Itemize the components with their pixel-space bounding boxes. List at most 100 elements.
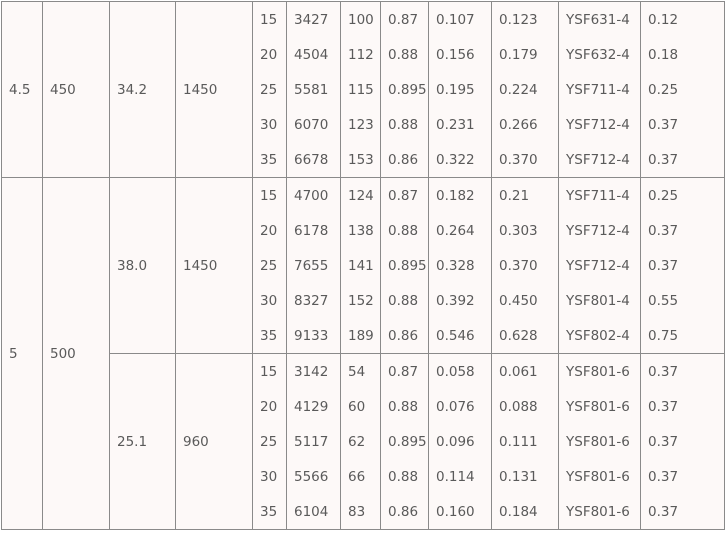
angle-cell: 35 [252,494,287,530]
efficiency-cell: 0.895 [380,72,429,107]
motor-power-cell: 0.266 [491,107,559,142]
rated-power-cell: 0.37 [640,389,725,424]
pressure-cell: 153 [340,142,381,178]
motor-model-cell: YSF712-4 [558,107,641,142]
efficiency-cell: 0.895 [380,248,429,283]
angle-cell: 25 [252,248,287,283]
motor-power-cell: 0.111 [491,424,559,459]
angle-cell: 15 [252,1,287,37]
motor-power-cell: 0.061 [491,353,559,389]
rated-power-cell: 0.37 [640,107,725,142]
shaft-power-cell: 0.107 [428,1,492,37]
angle-cell: 20 [252,213,287,248]
motor-power-cell: 0.123 [491,1,559,37]
airflow-cell: 4700 [286,177,341,213]
efficiency-cell: 0.88 [380,283,429,318]
motor-power-cell: 0.184 [491,494,559,530]
table-row: 35 6104 83 0.86 0.160 0.184 YSF801-6 0.37 [2,494,725,530]
angle-cell: 25 [252,72,287,107]
flow-cell: 500 [42,177,110,530]
motor-power-cell: 0.224 [491,72,559,107]
motor-power-cell: 0.131 [491,459,559,494]
angle-cell: 35 [252,318,287,354]
shaft-power-cell: 0.195 [428,72,492,107]
motor-model-cell: YSF631-4 [558,1,641,37]
pressure-cell: 83 [340,494,381,530]
pressure-cell: 152 [340,283,381,318]
rated-power-cell: 0.25 [640,177,725,213]
pressure-cell: 54 [340,353,381,389]
speed-cell: 960 [175,353,253,530]
rated-power-cell: 0.37 [640,213,725,248]
airflow-cell: 7655 [286,248,341,283]
rated-power-cell: 0.25 [640,72,725,107]
table-row: 30 8327 152 0.88 0.392 0.450 YSF801-4 0.55 [2,283,725,318]
rated-power-cell: 0.18 [640,37,725,72]
angle-cell: 30 [252,459,287,494]
motor-model-cell: YSF801-6 [558,353,641,389]
efficiency-cell: 0.86 [380,142,429,178]
power-cell: 5 [1,177,43,530]
rated-power-cell: 0.37 [640,494,725,530]
motor-model-cell: YSF801-6 [558,424,641,459]
table-row: 35 9133 189 0.86 0.546 0.628 YSF802-4 0.75 [2,318,725,354]
airflow-cell: 6678 [286,142,341,178]
rated-power-cell: 0.37 [640,424,725,459]
motor-model-cell: YSF711-4 [558,177,641,213]
efficiency-cell: 0.86 [380,318,429,354]
airflow-cell: 5581 [286,72,341,107]
motor-model-cell: YSF801-4 [558,283,641,318]
angle-cell: 20 [252,389,287,424]
table-row: 25 7655 141 0.895 0.328 0.370 YSF712-4 0.37 [2,248,725,283]
efficiency-cell: 0.86 [380,494,429,530]
fan-spec-table: 4.5 450 34.2 1450 15 3427 100 0.87 0.107 0.123 YSF… [1,1,725,530]
efficiency-cell: 0.88 [380,389,429,424]
efficiency-cell: 0.87 [380,177,429,213]
rated-power-cell: 0.37 [640,459,725,494]
efficiency-cell: 0.88 [380,107,429,142]
airflow-cell: 4129 [286,389,341,424]
pressure-cell: 138 [340,213,381,248]
shaft-power-cell: 0.058 [428,353,492,389]
pressure-cell: 141 [340,248,381,283]
table-body: 4.5 450 34.2 1450 15 3427 100 0.87 0.107 0.123 YSF… [1,1,725,530]
motor-model-cell: YSF801-6 [558,389,641,424]
shaft-power-cell: 0.076 [428,389,492,424]
pressure-cell: 115 [340,72,381,107]
airflow-cell: 6104 [286,494,341,530]
angle-cell: 35 [252,142,287,178]
speed-cell: 1450 [175,1,253,178]
table-row: 30 5566 66 0.88 0.114 0.131 YSF801-6 0.37 [2,459,725,494]
rated-power-cell: 0.55 [640,283,725,318]
angle-cell: 15 [252,177,287,213]
shaft-power-cell: 0.546 [428,318,492,354]
motor-model-cell: YSF711-4 [558,72,641,107]
angle-cell: 20 [252,37,287,72]
pressure-cell: 62 [340,424,381,459]
table-row: 35 6678 153 0.86 0.322 0.370 YSF712-4 0.37 [2,142,725,178]
motor-model-cell: YSF712-4 [558,142,641,178]
pressure-cell: 60 [340,389,381,424]
shaft-power-cell: 0.160 [428,494,492,530]
table-row: 20 6178 138 0.88 0.264 0.303 YSF712-4 0.37 [2,213,725,248]
motor-model-cell: YSF712-4 [558,213,641,248]
motor-power-cell: 0.21 [491,177,559,213]
table-row: 20 4504 112 0.88 0.156 0.179 YSF632-4 0.18 [2,37,725,72]
airflow-cell: 5566 [286,459,341,494]
motor-power-cell: 0.370 [491,248,559,283]
shaft-power-cell: 0.096 [428,424,492,459]
shaft-power-cell: 0.114 [428,459,492,494]
airflow-cell: 3142 [286,353,341,389]
efficiency-cell: 0.88 [380,459,429,494]
table-row: 25 5581 115 0.895 0.195 0.224 YSF711-4 0.25 [2,72,725,107]
airflow-cell: 6070 [286,107,341,142]
table-row: 4.5 450 34.2 1450 15 3427 100 0.87 0.107 0.123 YSF… [1,1,725,178]
motor-model-cell: YSF801-6 [558,459,641,494]
table-row: 25 5117 62 0.895 0.096 0.111 YSF801-6 0.37 [2,424,725,459]
motor-power-cell: 0.628 [491,318,559,354]
angle-cell: 25 [252,424,287,459]
rated-power-cell: 0.37 [640,353,725,389]
efficiency-cell: 0.88 [380,37,429,72]
rated-power-cell: 0.37 [640,248,725,283]
head-cell: 25.1 [109,353,176,530]
